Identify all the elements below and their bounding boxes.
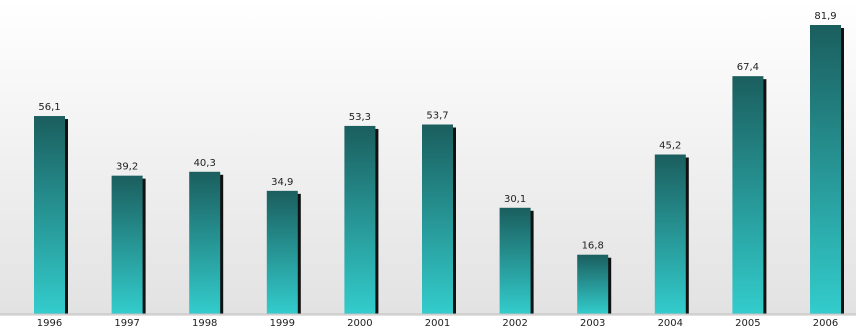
x-tick-label-2002: 2002 (502, 318, 527, 328)
x-tick-label-2004: 2004 (658, 318, 683, 328)
x-tick-label-2003: 2003 (580, 318, 605, 328)
data-label-2003: 16,8 (582, 241, 604, 252)
x-tick-label-2006: 2006 (813, 318, 838, 328)
bar-2006 (810, 25, 841, 314)
x-tick-label-1997: 1997 (114, 318, 139, 328)
data-label-1997: 39,2 (116, 162, 138, 173)
data-label-1998: 40,3 (194, 158, 216, 169)
data-label-2000: 53,3 (349, 112, 371, 123)
data-label-2006: 81,9 (814, 11, 836, 22)
labels-layer: 56,1 1996 39,2 1997 40,3 1998 34,9 1999 53,3 2000… (37, 11, 838, 328)
data-label-2001: 53,7 (426, 111, 448, 122)
bar-2003 (577, 254, 609, 314)
data-label-2005: 67,4 (737, 62, 759, 73)
bar-2005 (732, 76, 764, 315)
x-tick-label-1996: 1996 (37, 318, 62, 328)
bar-2001 (422, 124, 453, 314)
bar-2000 (344, 125, 376, 315)
data-label-1996: 56,1 (38, 102, 60, 113)
bar-1997 (111, 175, 143, 314)
bar-2002 (499, 207, 531, 314)
x-tick-label-1998: 1998 (192, 318, 217, 328)
data-label-1999: 34,9 (271, 177, 293, 188)
x-tick-label-2001: 2001 (425, 318, 450, 328)
bars-layer (34, 25, 844, 315)
x-tick-label-2000: 2000 (347, 318, 372, 328)
bar-1999 (266, 190, 298, 314)
data-label-2004: 45,2 (659, 141, 681, 152)
bar-1998 (189, 171, 221, 314)
x-tick-label-1999: 1999 (270, 318, 295, 328)
bar-2004 (654, 154, 686, 314)
bar-1996 (34, 116, 65, 315)
data-label-2002: 30,1 (504, 194, 526, 205)
x-tick-label-2005: 2005 (735, 318, 760, 328)
